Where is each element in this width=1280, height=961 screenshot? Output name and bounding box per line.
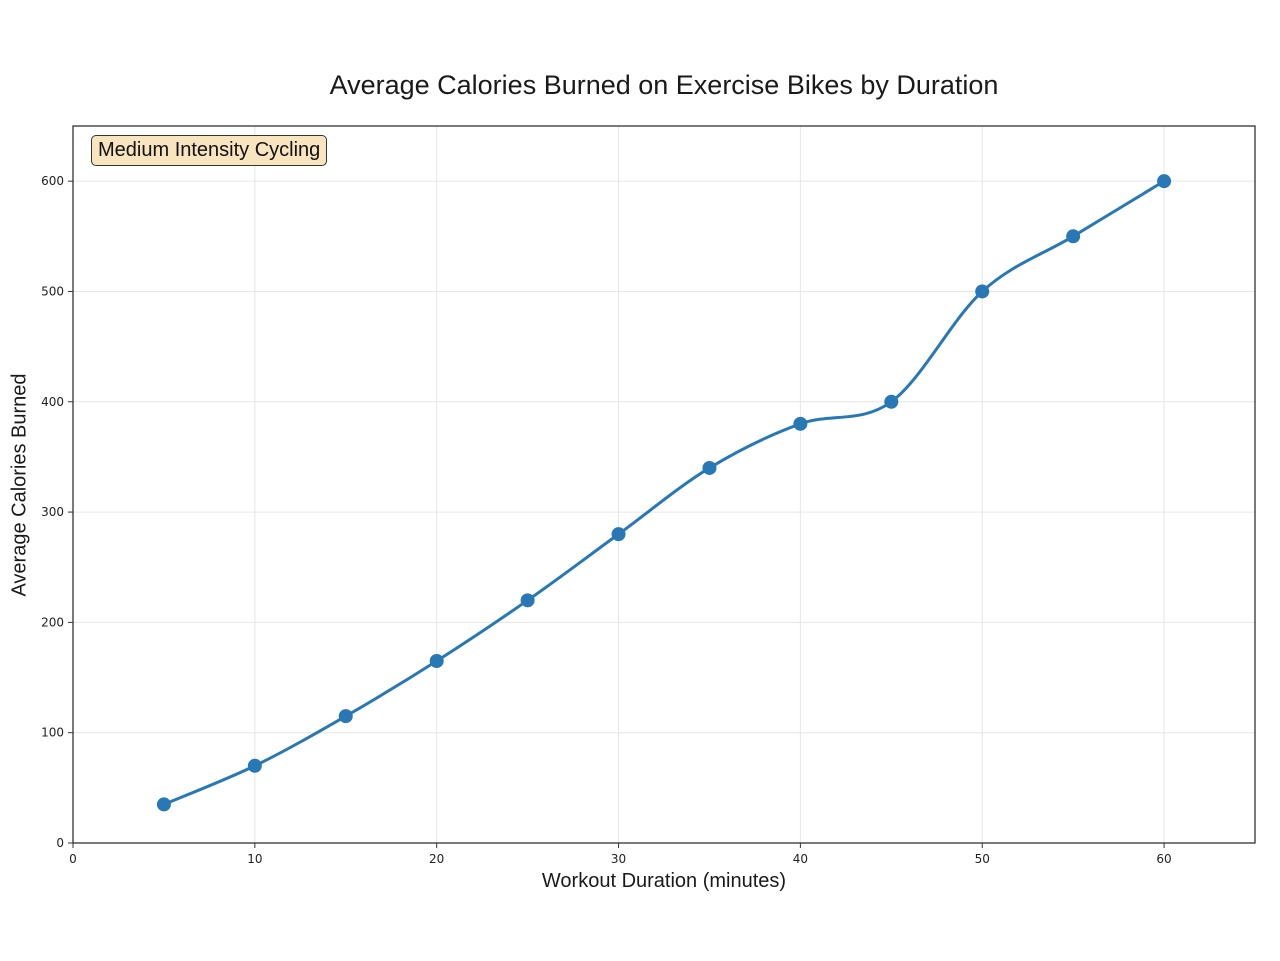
data-point [156,797,171,812]
data-point [338,709,353,724]
x-tick-label: 10 [247,852,262,866]
data-point [611,527,626,542]
x-tick-label: 50 [975,852,990,866]
data-point [702,460,717,475]
data-point [884,394,899,409]
y-tick-label: 100 [41,726,64,740]
y-tick-label: 500 [41,284,64,298]
y-tick-label: 200 [41,615,64,629]
x-tick-label: 0 [69,852,77,866]
plot-frame [72,125,1256,844]
x-tick-label: 30 [611,852,626,866]
x-tick-label: 20 [429,852,444,866]
chart-title: Average Calories Burned on Exercise Bike… [329,70,999,100]
data-point [429,653,444,668]
annotation-box: Medium Intensity Cycling [91,135,328,166]
y-tick-label: 0 [56,836,64,850]
x-axis-label: Workout Duration (minutes) [541,870,787,892]
y-tick-label: 600 [41,174,64,188]
data-point [247,758,262,773]
series-line [163,179,1165,806]
y-tick-label: 300 [41,505,64,519]
data-point [1157,174,1172,189]
y-tick-label: 400 [41,395,64,409]
data-point [1066,229,1081,244]
data-point [975,284,990,299]
x-tick-label: 40 [793,852,808,866]
x-tick-label: 60 [1156,852,1171,866]
data-point [520,593,535,608]
data-point [793,416,808,431]
